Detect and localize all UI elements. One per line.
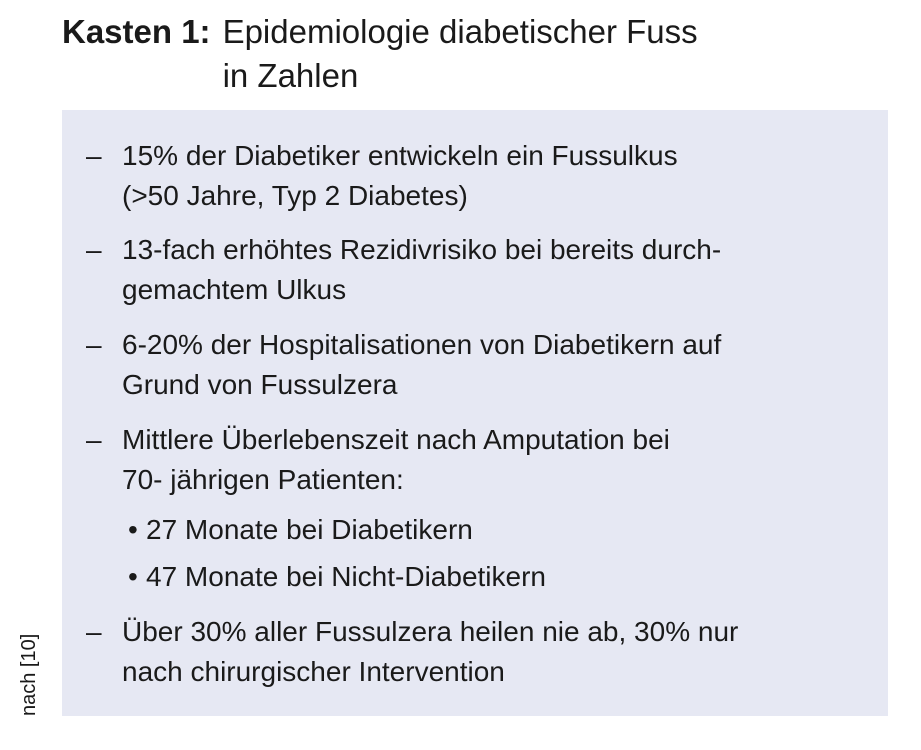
list-item-line: 13-fach erhöhtes Rezidivrisiko bei berei… <box>122 234 722 265</box>
list-item-text: Mittlere Überlebenszeit nach Amputation … <box>122 420 670 500</box>
box-title-label: Kasten 1: <box>62 13 211 50</box>
bullet-marker: • <box>128 514 138 545</box>
list-item-text: 13-fach erhöhtes Rezidivrisiko bei berei… <box>122 230 721 310</box>
box-title-line-1: Epidemiologie diabetischer Fuss <box>222 13 698 50</box>
info-box: – 15% der Diabetiker entwickeln ein Fuss… <box>62 110 888 716</box>
list-item-line: Mittlere Überlebenszeit nach Amputation … <box>122 424 670 455</box>
list-item-line: nach chirurgischer Intervention <box>122 656 505 687</box>
dash-marker: – <box>86 234 102 265</box>
bullet-marker: • <box>128 561 138 592</box>
dash-marker: – <box>86 616 102 647</box>
list-item-line: Grund von Fussulzera <box>122 369 398 400</box>
sub-list-item-text: 47 Monate bei Nicht-Diabetikern <box>146 561 546 592</box>
list-item-text: 15% der Diabetiker entwickeln ein Fussul… <box>122 136 678 216</box>
list-item-text: 6-20% der Hospitalisationen von Diabetik… <box>122 325 721 405</box>
list-item-line: Über 30% aller Fussulzera heilen nie ab,… <box>122 616 739 647</box>
box-title-text: Epidemiologie diabetischer Fuss in Zahle… <box>223 10 698 98</box>
list-item-line: 15% der Diabetiker entwickeln ein Fussul… <box>122 140 678 171</box>
box-title: Kasten 1: Epidemiologie diabetischer Fus… <box>62 10 882 98</box>
list-item-line: 70- jährigen Patienten: <box>122 464 404 495</box>
sub-list-item-text: 27 Monate bei Diabetikern <box>146 514 473 545</box>
list-item-text: Über 30% aller Fussulzera heilen nie ab,… <box>122 612 738 692</box>
list-item-line: 6-20% der Hospitalisationen von Diabetik… <box>122 329 722 360</box>
list-item-line: gemachtem Ulkus <box>122 274 347 305</box>
dash-marker: – <box>86 140 102 171</box>
source-note: nach [10] <box>18 633 40 716</box>
dash-marker: – <box>86 424 102 455</box>
list-item-line: (>50 Jahre, Typ 2 Diabetes) <box>122 180 468 211</box>
dash-marker: – <box>86 329 102 360</box>
box-title-line-2: in Zahlen <box>222 57 359 94</box>
